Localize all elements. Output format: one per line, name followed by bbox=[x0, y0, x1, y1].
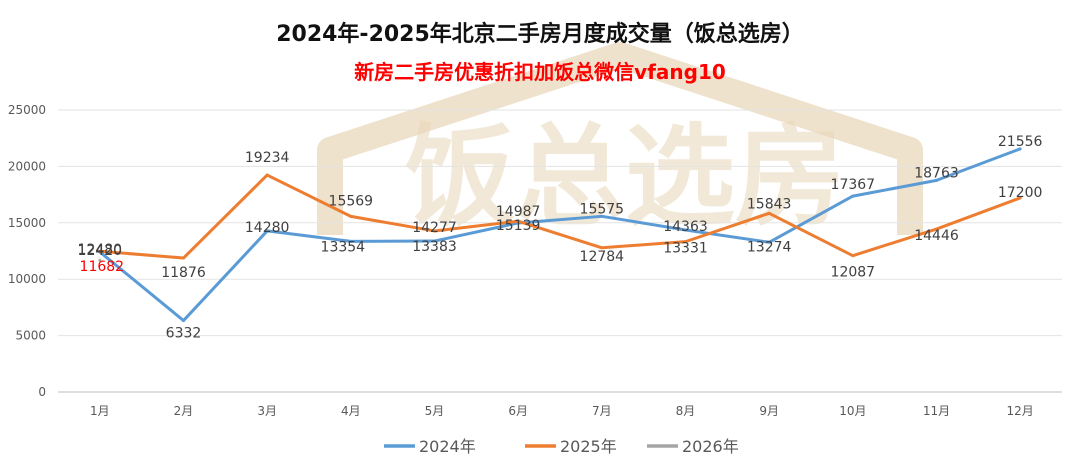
legend-label: 2024年 bbox=[419, 437, 476, 456]
data-point bbox=[349, 214, 353, 218]
x-tick-label: 2月 bbox=[174, 404, 194, 418]
data-label: 12420 bbox=[78, 243, 123, 259]
data-point bbox=[433, 239, 436, 243]
data-label: 12480 bbox=[78, 242, 123, 258]
data-label: 14987 bbox=[496, 204, 541, 220]
data-point bbox=[935, 178, 938, 182]
series-line bbox=[98, 147, 1021, 323]
data-label: 17367 bbox=[831, 177, 876, 193]
data-point bbox=[433, 229, 436, 233]
x-tick-label: 9月 bbox=[759, 404, 779, 418]
data-point bbox=[98, 258, 102, 262]
x-tick-label: 6月 bbox=[508, 404, 528, 418]
data-point bbox=[182, 256, 185, 260]
legend: 2024年 2025年 2026年 bbox=[384, 437, 739, 456]
data-label: 14280 bbox=[245, 220, 290, 236]
series-line bbox=[99, 173, 1021, 260]
watermark-text: 饭总选房 bbox=[405, 113, 845, 241]
data-label: 21556 bbox=[998, 134, 1043, 150]
y-tick-label: 10000 bbox=[8, 272, 46, 286]
data-point bbox=[349, 239, 353, 243]
data-label: 14363 bbox=[663, 219, 708, 235]
data-point bbox=[516, 219, 520, 223]
data-label: 12784 bbox=[580, 249, 625, 265]
data-labels: 12420 6332 14280 13354 13383 14987 15575 14363 1… bbox=[78, 134, 1043, 342]
data-point bbox=[851, 194, 855, 198]
x-tick-label: 11月 bbox=[923, 404, 950, 418]
data-label: 15575 bbox=[580, 201, 625, 217]
x-tick-label: 8月 bbox=[676, 404, 696, 418]
data-label: 15569 bbox=[329, 193, 374, 209]
data-label: 15843 bbox=[747, 196, 792, 212]
data-point bbox=[935, 227, 938, 231]
data-label: 13354 bbox=[321, 239, 366, 255]
chart-title: 2024年-2025年北京二手房月度成交量（饭总选房） bbox=[276, 21, 804, 47]
data-label: 11682 bbox=[80, 259, 125, 275]
x-tick-label: 1月 bbox=[90, 404, 110, 418]
y-axis: 0 5000 10000 15000 20000 25000 bbox=[8, 103, 46, 399]
data-label: 17200 bbox=[998, 185, 1043, 201]
y-tick-label: 5000 bbox=[15, 329, 46, 343]
data-point bbox=[684, 240, 687, 244]
data-label: 11876 bbox=[161, 265, 206, 281]
x-tick-label: 5月 bbox=[425, 404, 445, 418]
data-point bbox=[98, 249, 102, 253]
y-tick-label: 25000 bbox=[8, 103, 46, 117]
data-label: 19234 bbox=[245, 150, 290, 166]
data-point bbox=[265, 173, 269, 177]
y-tick-label: 20000 bbox=[8, 159, 46, 173]
x-tick-label: 3月 bbox=[257, 404, 277, 418]
data-label: 6332 bbox=[166, 326, 202, 342]
data-point bbox=[1018, 147, 1022, 151]
data-point bbox=[767, 240, 771, 244]
data-point bbox=[265, 229, 269, 233]
chart-subtitle: 新房二手房优惠折扣加饭总微信vfang10 bbox=[354, 60, 726, 84]
y-tick-label: 0 bbox=[38, 385, 46, 399]
x-tick-label: 10月 bbox=[839, 404, 866, 418]
data-point bbox=[767, 211, 771, 215]
data-label: 13331 bbox=[663, 241, 708, 257]
gridlines bbox=[58, 109, 1062, 393]
x-tick-label: 7月 bbox=[592, 404, 612, 418]
data-label: 14446 bbox=[914, 228, 959, 244]
x-axis: 1月 2月 3月 4月 5月 6月 7月 8月 9月 10月 11月 12月 bbox=[90, 404, 1034, 418]
data-point bbox=[600, 246, 604, 250]
series-lines bbox=[98, 147, 1022, 323]
watermark-house-icon bbox=[317, 42, 923, 235]
data-label: 15139 bbox=[496, 218, 541, 234]
data-label: 13383 bbox=[412, 239, 457, 255]
data-label: 13274 bbox=[747, 239, 792, 255]
data-label: 14277 bbox=[412, 220, 457, 236]
x-tick-label: 12月 bbox=[1007, 404, 1034, 418]
data-point bbox=[1018, 196, 1022, 200]
data-point bbox=[851, 254, 855, 258]
y-tick-label: 15000 bbox=[8, 216, 46, 230]
data-point bbox=[684, 228, 687, 232]
data-label: 18763 bbox=[914, 165, 959, 181]
legend-label: 2026年 bbox=[682, 437, 739, 456]
x-tick-label: 4月 bbox=[341, 404, 361, 418]
data-label: 12087 bbox=[831, 265, 876, 281]
data-point bbox=[600, 214, 604, 218]
legend-label: 2025年 bbox=[560, 437, 617, 456]
data-point bbox=[182, 319, 185, 323]
